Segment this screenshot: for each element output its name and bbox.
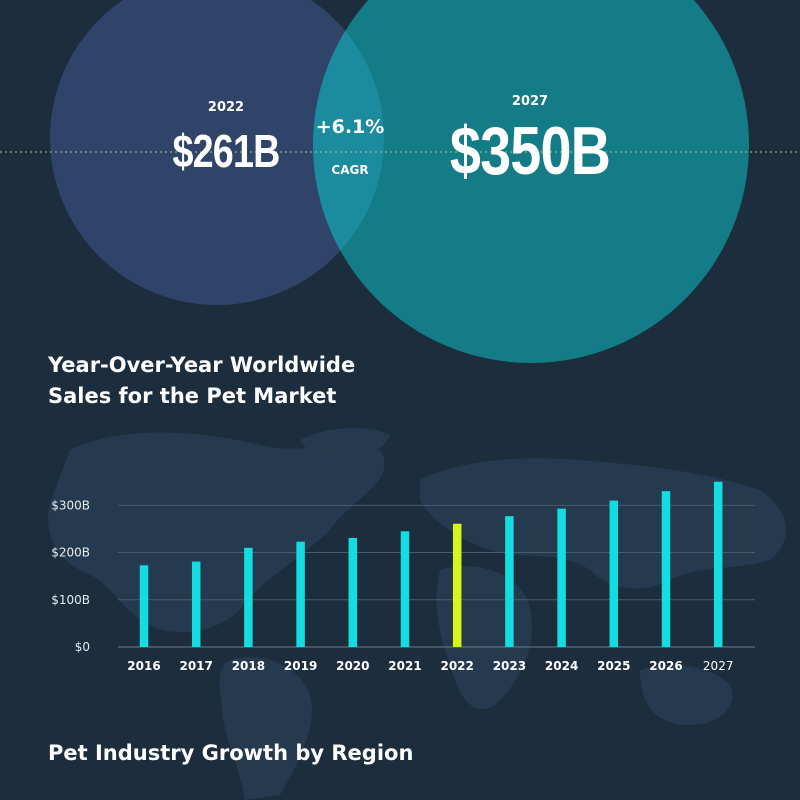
x-tick-label: 2024 [545, 659, 578, 673]
bar-2017 [191, 561, 201, 647]
cagr-value: +6.1% [315, 116, 385, 138]
x-tick-label: 2017 [179, 659, 212, 673]
x-tick-label: 2021 [388, 659, 421, 673]
cagr-label: CAGR [331, 163, 369, 177]
growth-bubbles [0, 0, 800, 363]
bubble-2027 [313, 0, 749, 363]
x-tick-label: 2018 [232, 659, 265, 673]
bar-2016 [139, 565, 149, 647]
x-tick-label: 2023 [493, 659, 526, 673]
x-tick-label: 2019 [284, 659, 317, 673]
x-tick-label: 2027 [703, 659, 734, 673]
x-tick-label: 2026 [649, 659, 682, 673]
pet-market-bar-chart: $0$100B$200B$300B 2016 2017 2018 2019 2020 20… [51, 481, 755, 673]
bubble-left-year: 2022 [207, 100, 245, 115]
bubble-right-year: 2027 [511, 94, 549, 109]
x-tick-label: 2016 [127, 659, 160, 673]
bar-2027 [713, 481, 723, 647]
y-tick-label: $0 [75, 640, 90, 654]
y-tick-label: $200B [51, 546, 90, 560]
x-axis-ticks: 2016 2017 2018 2019 2020 2021 2022 2023 2024 2025… [127, 659, 733, 673]
chart-bars [139, 481, 723, 647]
chart-title-line-2: Sales for the Pet Market [48, 384, 337, 408]
chart-gridlines [118, 504, 755, 648]
y-tick-label: $100B [51, 593, 90, 607]
bubble-left-value: $261B [172, 125, 280, 177]
bar-2022 [452, 523, 462, 647]
bar-2025 [609, 500, 619, 647]
bar-2023 [505, 516, 514, 647]
section-title: Pet Industry Growth by Region [48, 741, 414, 765]
chart-title: Year-Over-Year Worldwide Sales for the P… [48, 350, 468, 412]
bar-2018 [244, 547, 253, 647]
bubble-right-value: $350B [449, 113, 611, 189]
bar-2024 [557, 508, 566, 647]
chart-title-line-1: Year-Over-Year Worldwide [48, 353, 356, 377]
x-tick-label: 2025 [597, 659, 630, 673]
x-tick-label: 2020 [336, 659, 369, 673]
bar-2020 [348, 537, 358, 647]
bar-2021 [400, 531, 410, 647]
y-axis-ticks: $0 $100B $200B $300B [51, 498, 90, 654]
bar-2026 [661, 491, 671, 647]
bar-2019 [296, 541, 305, 647]
y-tick-label: $300B [51, 498, 90, 512]
world-map-background [48, 428, 787, 800]
x-tick-label: 2022 [440, 659, 473, 673]
